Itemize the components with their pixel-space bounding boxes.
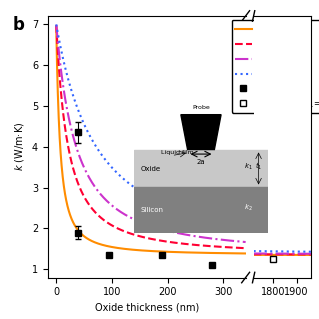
Legend: $a$=10 nm, $a$=30 nm, $a$=50 nm, $a$=100 nm, measured $k$, measured $k$ ($t_1$=1: $a$=10 nm, $a$=30 nm, $a$=50 nm, $a$=100…	[232, 20, 319, 113]
$a$=30 nm	[205, 244, 209, 248]
$a$=100 nm	[202, 215, 206, 219]
Line: $a$=50 nm: $a$=50 nm	[56, 25, 246, 242]
$a$=50 nm	[205, 236, 209, 240]
Text: Oxide: Oxide	[141, 166, 161, 172]
$a$=100 nm	[54, 23, 58, 26]
Line: $a$=30 nm: $a$=30 nm	[56, 25, 246, 248]
Line: $a$=100 nm: $a$=100 nm	[56, 25, 246, 226]
Text: Probe: Probe	[192, 105, 210, 110]
$a$=30 nm	[184, 242, 188, 246]
$a$=10 nm	[244, 252, 248, 256]
$a$=50 nm	[138, 220, 142, 224]
Polygon shape	[181, 115, 221, 150]
Text: $k_2$: $k_2$	[243, 203, 252, 213]
$a$=50 nm	[74, 143, 78, 147]
$a$=30 nm	[244, 246, 248, 250]
$a$=10 nm	[138, 249, 142, 252]
$a$=30 nm	[74, 174, 78, 178]
Bar	[134, 188, 268, 233]
$a$=10 nm	[205, 251, 209, 255]
X-axis label: Oxide thickness (nm): Oxide thickness (nm)	[95, 303, 199, 313]
$a$=100 nm	[74, 101, 78, 105]
$a$=10 nm	[74, 225, 78, 229]
$a$=50 nm	[131, 217, 135, 221]
$a$=10 nm	[184, 250, 188, 254]
Bar	[134, 150, 268, 188]
$a$=100 nm	[138, 189, 142, 193]
Line: $a$=10 nm: $a$=10 nm	[56, 27, 246, 254]
Text: b: b	[12, 16, 24, 34]
$a$=10 nm	[202, 251, 206, 255]
Text: $t_1$: $t_1$	[255, 161, 262, 173]
$a$=10 nm	[131, 248, 135, 252]
$a$=30 nm	[202, 244, 206, 248]
$a$=50 nm	[244, 240, 248, 244]
Text: Liquid film: Liquid film	[161, 150, 194, 155]
$a$=50 nm	[202, 236, 206, 240]
Y-axis label: $k$ (W/m·K): $k$ (W/m·K)	[13, 122, 26, 171]
Text: 2a: 2a	[197, 159, 205, 165]
$a$=10 nm	[54, 26, 58, 29]
$a$=100 nm	[205, 216, 209, 220]
Text: $k_1$: $k_1$	[243, 162, 252, 173]
$a$=50 nm	[184, 233, 188, 237]
$a$=30 nm	[131, 232, 135, 236]
$a$=100 nm	[184, 210, 188, 214]
$a$=30 nm	[54, 23, 58, 27]
$a$=30 nm	[138, 234, 142, 238]
$a$=50 nm	[54, 23, 58, 27]
$a$=100 nm	[244, 224, 248, 228]
$a$=100 nm	[131, 184, 135, 188]
Text: Silicon: Silicon	[141, 207, 164, 213]
